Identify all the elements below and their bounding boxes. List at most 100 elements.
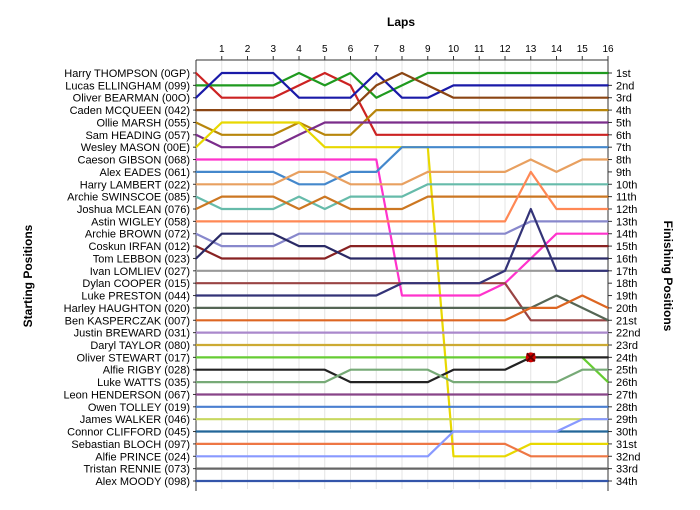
finishing-position-label: 30th — [616, 427, 637, 439]
starting-position-labels: Harry THOMPSON (0GP)Lucas ELLINGHAM (099… — [63, 68, 196, 488]
left-axis-title: Starting Positions — [21, 224, 35, 327]
driver-line-5 — [194, 108, 610, 136]
x-tick-label: 2 — [245, 44, 251, 55]
driver-line-4 — [194, 71, 610, 112]
starting-position-label: Alfie RIGBY (028) — [103, 365, 190, 377]
finishing-position-label: 4th — [616, 105, 631, 117]
starting-position-label: Oliver BEARMAN (00O) — [73, 93, 190, 105]
finishing-position-label: 28th — [616, 402, 637, 414]
finishing-position-label: 1st — [616, 68, 631, 80]
retirement-marker-cross-b — [526, 352, 536, 363]
starting-position-label: Lucas ELLINGHAM (099) — [65, 80, 190, 92]
driver-line-16 — [194, 232, 610, 260]
driver-line-12 — [194, 195, 610, 211]
finishing-position-label: 3rd — [616, 93, 632, 105]
right-axis-title: Finishing Positions — [661, 221, 675, 332]
finishing-position-label: 2nd — [616, 80, 634, 92]
starting-position-label: Archie SWINSCOE (085) — [67, 192, 190, 204]
starting-position-label: Oliver STEWART (017) — [77, 352, 191, 364]
driver-line-15 — [194, 245, 610, 260]
finishing-position-label: 17th — [616, 266, 637, 278]
x-tick-label: 8 — [399, 44, 405, 55]
x-tick-label: 6 — [348, 44, 354, 55]
finishing-position-label: 18th — [616, 278, 637, 290]
starting-position-label: Connor CLIFFORD (045) — [67, 427, 190, 439]
starting-position-label: Tristan RENNIE (073) — [83, 464, 190, 476]
starting-position-label: Archie BROWN (072) — [85, 229, 190, 241]
starting-position-label: Caden MCQUEEN (042) — [70, 105, 190, 117]
finishing-position-label: 13th — [616, 216, 637, 228]
x-tick-label: 7 — [373, 44, 379, 55]
finishing-position-label: 23rd — [616, 340, 638, 352]
finishing-position-label: 24th — [616, 352, 637, 364]
finishing-position-label: 34th — [616, 476, 637, 488]
driver-line-20 — [194, 294, 610, 322]
finishing-position-label: 19th — [616, 291, 637, 303]
x-tick-label: 14 — [551, 44, 563, 55]
x-tick-label: 3 — [270, 44, 276, 55]
finishing-position-label: 21st — [616, 315, 637, 327]
starting-position-label: Harley HAUGHTON (020) — [64, 303, 190, 315]
gridlines — [221, 60, 609, 489]
starting-position-label: Caeson GIBSON (068) — [78, 155, 191, 167]
position-lines — [194, 71, 610, 483]
finishing-position-label: 27th — [616, 389, 637, 401]
x-tick-label: 11 — [474, 44, 485, 55]
finishing-position-label: 31st — [616, 439, 637, 451]
x-tick-label: 1 — [219, 44, 225, 55]
starting-position-label: Daryl TAYLOR (080) — [90, 340, 190, 352]
driver-line-19 — [194, 207, 610, 297]
finishing-position-label: 32nd — [616, 451, 640, 463]
starting-position-label: Harry LAMBERT (022) — [80, 179, 190, 191]
starting-position-label: Luke PRESTON (044) — [81, 291, 190, 303]
finishing-position-label: 11th — [616, 192, 637, 204]
x-tick-labels: 1 2 3 4 5 6 7 8 9 10 11 12 13 14 15 16 — [219, 44, 614, 60]
starting-position-label: Luke WATTS (035) — [97, 377, 190, 389]
x-axis-title: Laps — [387, 15, 415, 29]
starting-position-label: Dylan COOPER (015) — [82, 278, 190, 290]
finishing-position-label: 9th — [616, 167, 631, 179]
driver-line-1 — [194, 71, 610, 136]
starting-position-label: Harry THOMPSON (0GP) — [64, 68, 190, 80]
x-tick-label: 4 — [296, 44, 302, 55]
finishing-position-label: 22nd — [616, 328, 640, 340]
starting-position-label: Justin BREWARD (031) — [74, 328, 190, 340]
starting-position-label: Sam HEADING (057) — [85, 130, 190, 142]
starting-position-label: Joshua MCLEAN (076) — [77, 204, 190, 216]
driver-line-31 — [194, 442, 610, 458]
starting-position-label: Sebastian BLOCH (097) — [71, 439, 190, 451]
finishing-position-label: 5th — [616, 117, 631, 129]
starting-position-label: James WALKER (046) — [80, 414, 190, 426]
finishing-position-label: 26th — [616, 377, 637, 389]
x-tick-label: 13 — [525, 44, 537, 55]
driver-line-2 — [194, 71, 610, 99]
x-tick-label: 15 — [577, 44, 589, 55]
finishing-position-label: 8th — [616, 155, 631, 167]
starting-position-label: Tom LEBBON (023) — [93, 253, 190, 265]
driver-line-14 — [194, 220, 610, 248]
starting-position-label: Alex EADES (061) — [100, 167, 190, 179]
finishing-position-label: 29th — [616, 414, 637, 426]
retirement-marker — [525, 352, 536, 363]
driver-line-8 — [194, 158, 610, 297]
x-tick-label: 10 — [448, 44, 460, 55]
finishing-position-label: 33rd — [616, 464, 638, 476]
starting-position-label: Alex MOODY (098) — [95, 476, 190, 488]
starting-position-label: Ollie MARSH (055) — [96, 117, 190, 129]
finishing-position-label: 20th — [616, 303, 637, 315]
starting-position-label: Leon HENDERSON (067) — [63, 389, 190, 401]
finishing-position-label: 16th — [616, 253, 637, 265]
finishing-position-label: 15th — [616, 241, 637, 253]
starting-position-label: Alfie PRINCE (024) — [95, 451, 190, 463]
driver-line-3 — [194, 71, 610, 99]
finishing-position-label: 6th — [616, 130, 631, 142]
driver-line-26 — [194, 368, 610, 384]
finishing-position-labels: 1st2nd3rd4th5th6th7th8th9th10th11th12th1… — [608, 68, 640, 488]
driver-line-6 — [194, 121, 610, 149]
driver-line-10 — [194, 158, 610, 186]
x-tick-label: 9 — [425, 44, 431, 55]
driver-line-9 — [194, 146, 610, 186]
finishing-position-label: 12th — [616, 204, 637, 216]
finishing-position-label: 14th — [616, 229, 637, 241]
